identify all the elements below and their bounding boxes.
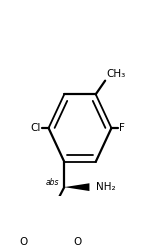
Text: F: F (119, 123, 125, 133)
Text: CH₃: CH₃ (107, 69, 126, 79)
Text: NH₂: NH₂ (96, 182, 115, 192)
Text: abs: abs (46, 178, 60, 187)
Text: O: O (73, 237, 81, 247)
Polygon shape (64, 183, 89, 191)
Text: Cl: Cl (30, 123, 41, 133)
Text: O: O (20, 237, 28, 247)
